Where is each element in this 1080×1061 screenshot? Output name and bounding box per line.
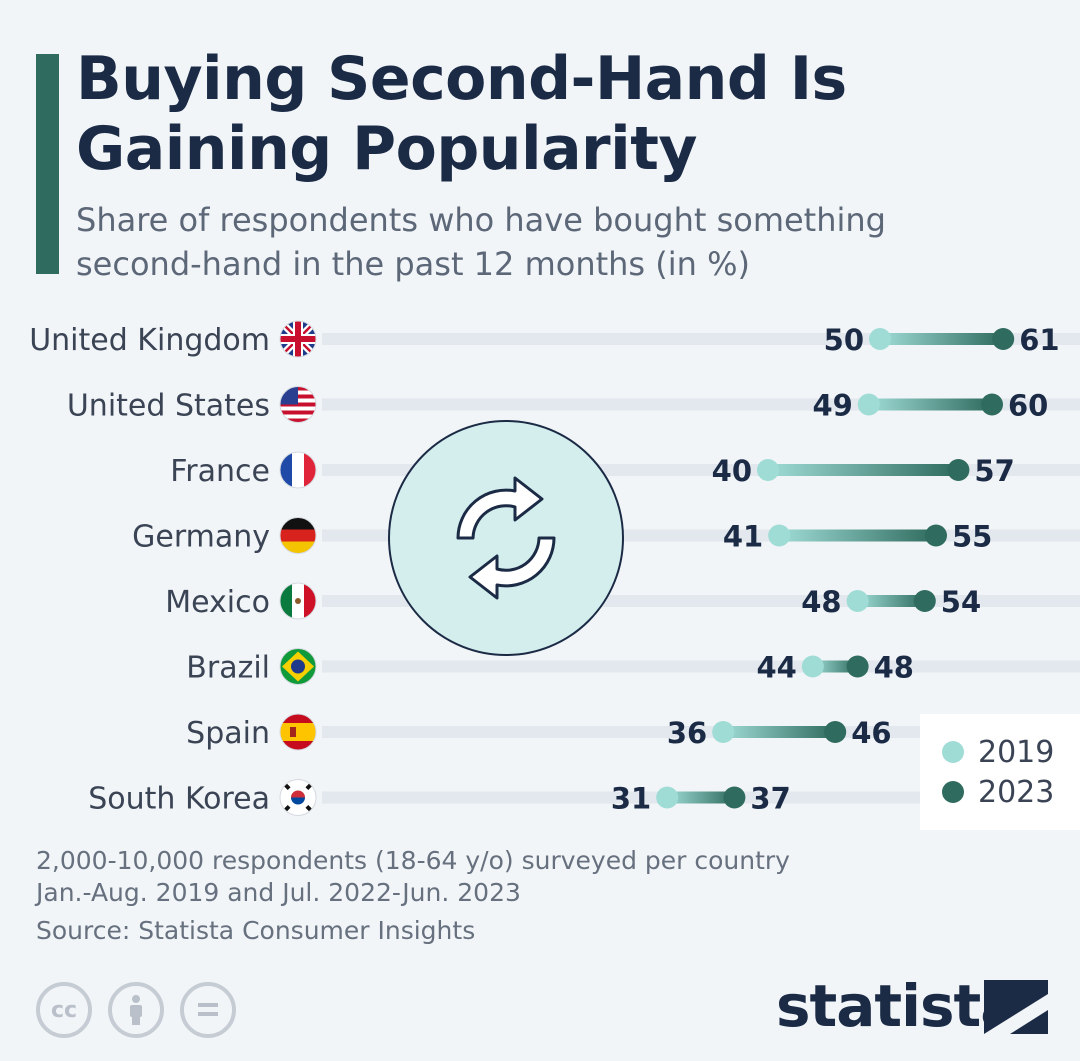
connector-germany — [779, 529, 936, 542]
footnote-respondents: 2,000-10,000 respondents (18-64 y/o) sur… — [36, 846, 790, 875]
dot-2019-germany — [768, 524, 791, 547]
flag-uk-icon — [280, 321, 316, 357]
source-note: Source: Statista Consumer Insights — [36, 916, 476, 945]
value-label-2023-germany: 55 — [952, 520, 992, 554]
legend-item-2023: 2023 — [942, 774, 1054, 810]
value-label-2023-france: 57 — [974, 454, 1014, 488]
dot-2023-germany — [925, 524, 947, 547]
dot-2019-france — [757, 459, 779, 481]
country-label-brazil: Brazil — [186, 651, 270, 686]
dot-2019-spain — [712, 721, 735, 743]
title-accent-bar — [36, 54, 59, 274]
country-label-spain: Spain — [186, 716, 270, 751]
dot-2019-united-states — [857, 393, 880, 416]
attribution-icon — [108, 982, 164, 1038]
statista-logo-icon — [984, 980, 1048, 1034]
dot-2023-mexico — [913, 590, 936, 612]
legend-label-2019: 2019 — [978, 734, 1055, 770]
connector-france — [768, 464, 959, 476]
no-derivatives-icon — [180, 982, 236, 1038]
dot-2019-mexico — [846, 590, 869, 612]
flag-de-icon — [280, 517, 316, 554]
flag-es-icon — [280, 714, 316, 750]
legend-label-2023: 2023 — [978, 774, 1055, 810]
country-label-germany: Germany — [132, 520, 270, 555]
value-label-2023-united-kingdom: 61 — [1019, 323, 1059, 357]
track-brazil — [322, 660, 1080, 673]
dot-2023-united-states — [981, 393, 1003, 416]
value-label-2019-spain: 36 — [667, 716, 707, 750]
track-spain — [322, 726, 1080, 738]
license-icons: cc — [36, 982, 252, 1038]
legend-dot-2019 — [942, 741, 964, 763]
value-label-2019-mexico: 48 — [801, 585, 841, 619]
value-label-2023-brazil: 48 — [874, 651, 914, 685]
dot-2019-brazil — [801, 655, 824, 678]
dot-2019-south-korea — [656, 786, 679, 809]
value-label-2019-united-kingdom: 50 — [824, 323, 864, 357]
dot-2019-united-kingdom — [869, 328, 891, 350]
legend-dot-2023 — [942, 781, 964, 803]
value-label-2019-france: 40 — [712, 454, 752, 488]
dot-2023-south-korea — [723, 786, 746, 809]
dot-2023-spain — [824, 721, 847, 743]
flag-fr-icon — [280, 452, 316, 488]
country-label-united-states: United States — [67, 389, 270, 424]
country-label-united-kingdom: United Kingdom — [29, 323, 270, 358]
value-label-2019-brazil: 44 — [756, 651, 796, 685]
dot-2023-united-kingdom — [992, 328, 1015, 350]
value-label-2019-united-states: 49 — [812, 389, 852, 423]
recycle-arrows-icon — [388, 420, 624, 656]
dot-2023-france — [947, 459, 970, 481]
country-label-france: France — [170, 454, 270, 489]
country-label-south-korea: South Korea — [88, 782, 270, 817]
value-label-2023-spain: 46 — [851, 716, 891, 750]
connector-brazil — [812, 660, 858, 673]
dot-2023-brazil — [846, 655, 869, 678]
country-label-mexico: Mexico — [165, 585, 270, 620]
connector-south-korea — [667, 791, 735, 804]
legend: 2019 2023 — [920, 714, 1080, 830]
value-label-2023-south-korea: 37 — [750, 782, 790, 816]
legend-item-2019: 2019 — [942, 734, 1054, 770]
connector-united-kingdom — [880, 333, 1004, 345]
connector-mexico — [857, 595, 925, 607]
value-label-2019-south-korea: 31 — [611, 782, 651, 816]
connector-spain — [723, 726, 836, 738]
cc-icon: cc — [36, 982, 92, 1038]
flag-br-icon — [280, 648, 316, 685]
chart-title: Buying Second-Hand Is Gaining Popularity — [76, 44, 847, 184]
flag-mx-icon — [280, 583, 316, 619]
connector-united-states — [868, 398, 992, 411]
statista-logo-text: statista — [776, 972, 1019, 1040]
chart-subtitle: Share of respondents who have bought som… — [76, 201, 886, 283]
dumbbell-chart: United Kingdom 50 61 United States 49 60 Franc… — [29, 320, 1080, 817]
value-label-2019-germany: 41 — [723, 520, 763, 554]
value-label-2023-mexico: 54 — [941, 585, 981, 619]
footnote-period: Jan.-Aug. 2019 and Jul. 2022-Jun. 2023 — [36, 878, 521, 907]
value-label-2023-united-states: 60 — [1008, 389, 1048, 423]
